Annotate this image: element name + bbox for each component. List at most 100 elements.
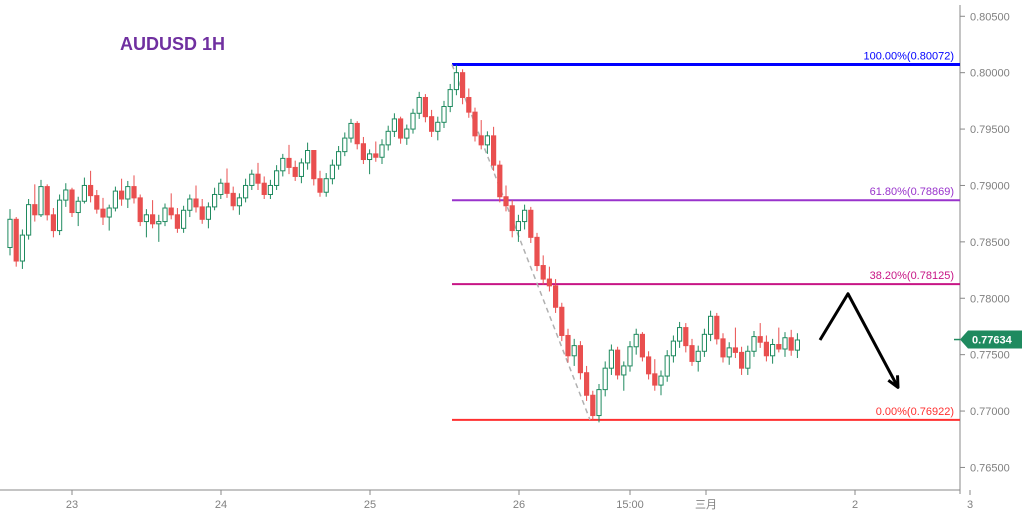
candle[interactable] <box>188 199 192 210</box>
candle[interactable] <box>473 112 477 136</box>
candle[interactable] <box>182 210 186 228</box>
candle[interactable] <box>752 337 756 352</box>
candle[interactable] <box>293 167 297 176</box>
candle[interactable] <box>324 179 328 193</box>
candle[interactable] <box>14 219 18 261</box>
candle[interactable] <box>399 119 403 138</box>
candle[interactable] <box>58 200 62 230</box>
candle[interactable] <box>275 171 279 186</box>
candle[interactable] <box>219 183 223 194</box>
candle[interactable] <box>423 97 427 116</box>
candle[interactable] <box>678 328 682 342</box>
candle[interactable] <box>392 119 396 131</box>
candle[interactable] <box>8 219 12 247</box>
candle[interactable] <box>126 187 130 199</box>
candle[interactable] <box>597 390 601 416</box>
candle[interactable] <box>417 97 421 113</box>
candle[interactable] <box>659 376 663 385</box>
candle[interactable] <box>764 342 768 356</box>
candle[interactable] <box>405 129 409 138</box>
candle[interactable] <box>70 190 74 213</box>
candle[interactable] <box>380 145 384 157</box>
candle[interactable] <box>609 350 613 368</box>
candle[interactable] <box>783 338 787 349</box>
candle[interactable] <box>194 199 198 207</box>
candle[interactable] <box>653 374 657 385</box>
candle[interactable] <box>33 205 37 215</box>
candle[interactable] <box>368 154 372 160</box>
candle[interactable] <box>244 185 248 197</box>
candle[interactable] <box>479 136 483 145</box>
candle[interactable] <box>640 334 644 357</box>
candle[interactable] <box>634 334 638 346</box>
candle[interactable] <box>151 215 155 224</box>
candle[interactable] <box>758 337 762 343</box>
candle[interactable] <box>200 207 204 219</box>
candle[interactable] <box>82 185 86 201</box>
candle[interactable] <box>250 174 254 185</box>
candle[interactable] <box>256 174 260 183</box>
candle[interactable] <box>566 335 570 355</box>
candle[interactable] <box>709 316 713 334</box>
candle[interactable] <box>206 207 210 219</box>
candle[interactable] <box>430 117 434 132</box>
candle[interactable] <box>361 144 365 160</box>
candle[interactable] <box>132 187 136 198</box>
candle[interactable] <box>337 152 341 166</box>
candle[interactable] <box>665 356 669 376</box>
candle[interactable] <box>733 348 737 353</box>
candle[interactable] <box>795 340 799 350</box>
candle[interactable] <box>647 357 651 374</box>
candle[interactable] <box>330 165 334 179</box>
candle[interactable] <box>237 198 241 206</box>
candle[interactable] <box>39 187 43 215</box>
candle[interactable] <box>777 345 781 350</box>
candle[interactable] <box>690 346 694 362</box>
candle[interactable] <box>225 183 229 193</box>
candle[interactable] <box>299 163 303 177</box>
candle[interactable] <box>504 197 508 206</box>
candle[interactable] <box>547 279 551 286</box>
candle[interactable] <box>76 201 80 212</box>
price-chart[interactable]: 100.00%(0.80072)61.80%(0.78869)38.20%(0.… <box>0 0 1024 518</box>
candle[interactable] <box>374 154 378 157</box>
candle[interactable] <box>436 122 440 131</box>
candle[interactable] <box>386 131 390 145</box>
candle[interactable] <box>89 185 93 195</box>
candle[interactable] <box>578 346 582 373</box>
candle[interactable] <box>448 90 452 107</box>
candle[interactable] <box>138 198 142 222</box>
candle[interactable] <box>64 190 68 200</box>
candle[interactable] <box>560 307 564 335</box>
candle[interactable] <box>696 351 700 361</box>
candle[interactable] <box>51 215 55 231</box>
candle[interactable] <box>442 107 446 123</box>
candle[interactable] <box>355 123 359 143</box>
candle[interactable] <box>144 215 148 222</box>
candle[interactable] <box>510 206 514 231</box>
candle[interactable] <box>262 183 266 194</box>
candle[interactable] <box>101 209 105 217</box>
candle[interactable] <box>231 193 235 205</box>
candle[interactable] <box>702 334 706 351</box>
candle[interactable] <box>95 196 99 210</box>
candle[interactable] <box>746 351 750 368</box>
candle[interactable] <box>281 158 285 170</box>
forecast-arrow[interactable] <box>820 294 898 388</box>
candle[interactable] <box>163 208 167 222</box>
candle[interactable] <box>461 73 465 98</box>
candle[interactable] <box>771 345 775 356</box>
candle[interactable] <box>684 328 688 346</box>
candle[interactable] <box>175 215 179 229</box>
candle[interactable] <box>585 373 589 396</box>
candle[interactable] <box>20 235 24 261</box>
candle[interactable] <box>27 205 31 235</box>
candle[interactable] <box>349 123 353 138</box>
candle[interactable] <box>213 194 217 206</box>
candle[interactable] <box>485 136 489 145</box>
candle[interactable] <box>616 350 620 375</box>
candle[interactable] <box>622 366 626 375</box>
candle[interactable] <box>113 191 117 208</box>
candle[interactable] <box>715 316 719 339</box>
candle[interactable] <box>467 97 471 112</box>
